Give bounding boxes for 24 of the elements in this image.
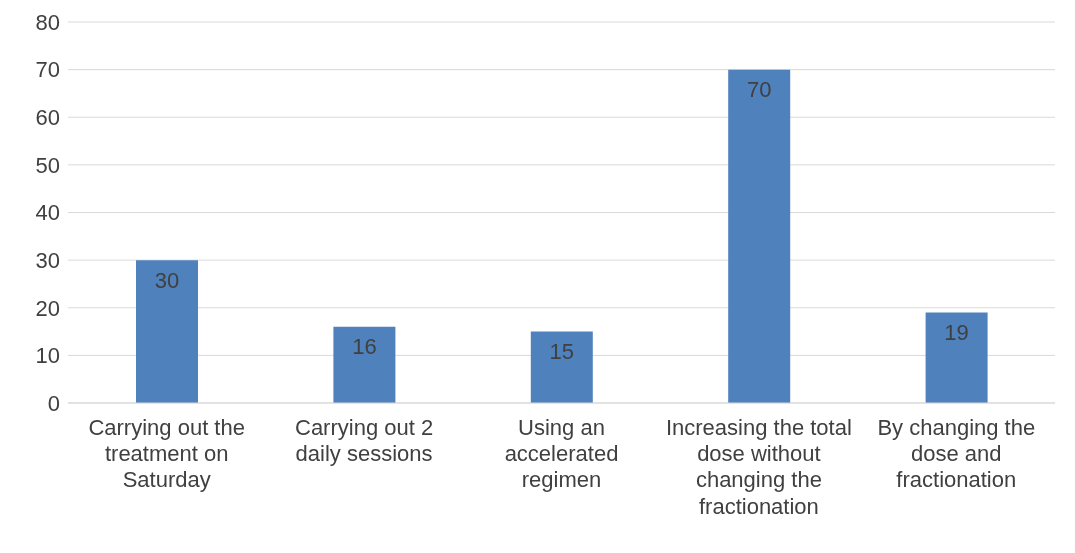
bar — [530, 331, 593, 403]
y-tick-label: 10 — [35, 343, 60, 369]
y-tick-label: 60 — [35, 105, 60, 131]
bar — [925, 312, 988, 403]
y-tick-label: 50 — [35, 152, 60, 178]
y-tick-label: 30 — [35, 247, 60, 273]
y-tick-label: 0 — [47, 390, 60, 416]
x-tick-label: Using an accelerated regimen — [504, 414, 619, 493]
bar — [136, 260, 198, 403]
y-tick-label: 80 — [35, 9, 60, 35]
data-label: 15 — [549, 339, 575, 365]
x-tick-label: Carrying out the treatment on Saturday — [88, 414, 245, 493]
y-tick-label: 40 — [35, 200, 60, 226]
x-tick-label: By changing the dose and fractionation — [877, 414, 1036, 493]
bar — [333, 326, 396, 403]
x-tick-label: Carrying out 2 daily sessions — [295, 414, 434, 466]
data-label: 30 — [154, 267, 180, 293]
data-label: 19 — [944, 320, 969, 346]
bar — [728, 69, 791, 403]
y-tick-label: 20 — [35, 295, 60, 321]
y-tick-label: 70 — [35, 57, 60, 83]
data-label: 16 — [352, 334, 377, 360]
data-label: 70 — [746, 77, 772, 103]
x-tick-label: Increasing the total dose without changing the fractionation — [665, 414, 852, 519]
